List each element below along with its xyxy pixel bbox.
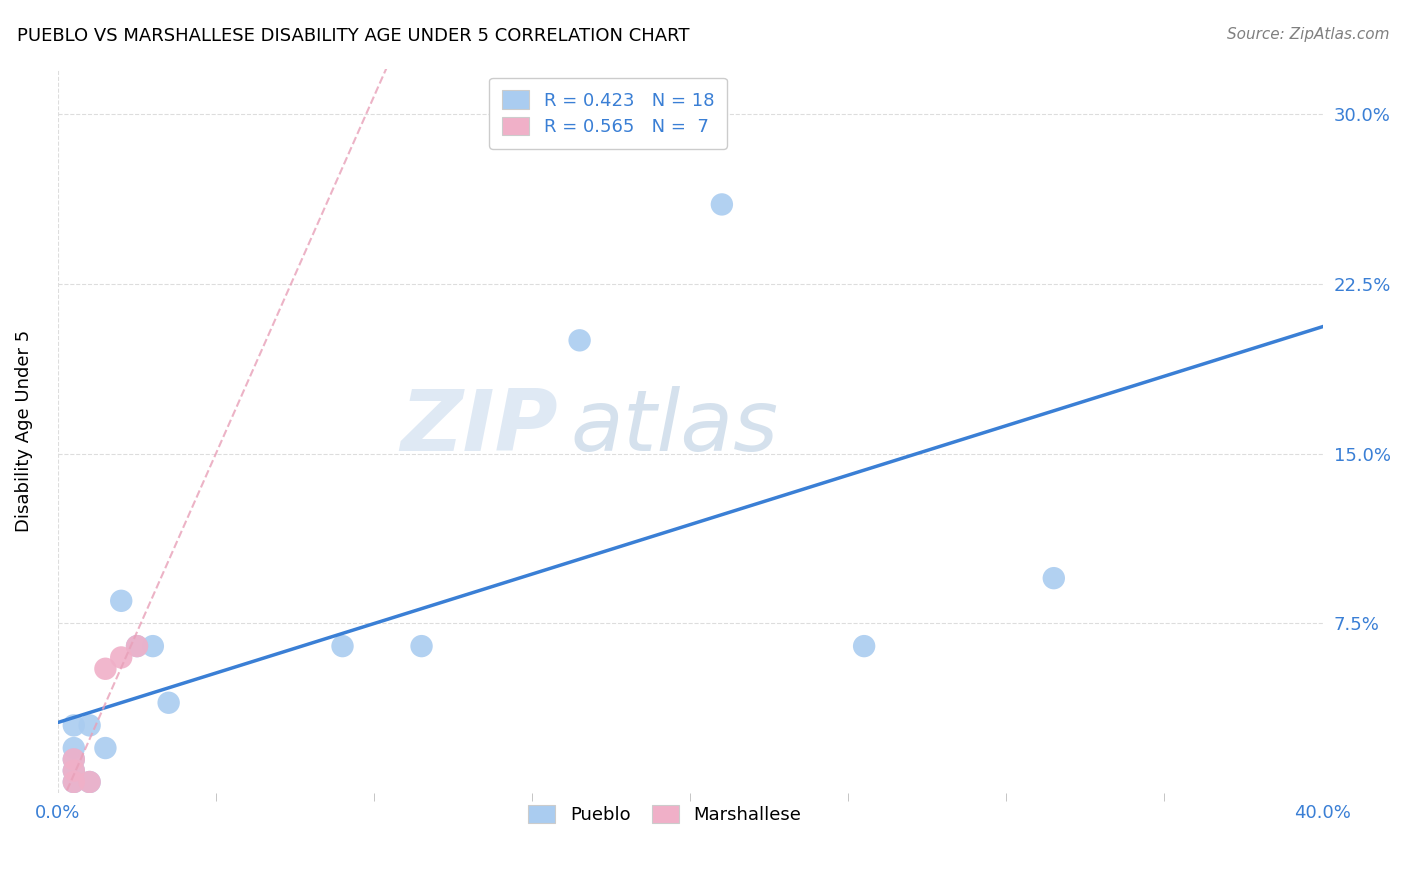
- Text: atlas: atlas: [569, 386, 778, 469]
- Point: [62, 775, 84, 789]
- Point: [62, 718, 84, 732]
- Point: [62, 764, 84, 778]
- Point: [79, 775, 101, 789]
- Point: [94, 741, 117, 756]
- Text: Source: ZipAtlas.com: Source: ZipAtlas.com: [1226, 27, 1389, 42]
- Point: [110, 650, 132, 665]
- Y-axis label: Disability Age Under 5: Disability Age Under 5: [15, 330, 32, 532]
- Point: [710, 197, 733, 211]
- Point: [125, 639, 148, 653]
- Point: [1043, 571, 1066, 585]
- Point: [157, 696, 180, 710]
- Point: [94, 662, 117, 676]
- Point: [568, 334, 591, 348]
- Text: ZIP: ZIP: [399, 386, 558, 469]
- Point: [79, 718, 101, 732]
- Point: [62, 741, 84, 756]
- Point: [62, 752, 84, 766]
- Point: [62, 764, 84, 778]
- Point: [79, 775, 101, 789]
- Text: PUEBLO VS MARSHALLESE DISABILITY AGE UNDER 5 CORRELATION CHART: PUEBLO VS MARSHALLESE DISABILITY AGE UND…: [17, 27, 689, 45]
- Point: [853, 639, 876, 653]
- Point: [62, 752, 84, 766]
- Point: [110, 594, 132, 608]
- Point: [332, 639, 354, 653]
- Point: [125, 639, 148, 653]
- Point: [411, 639, 433, 653]
- Point: [62, 775, 84, 789]
- Legend: Pueblo, Marshallese: Pueblo, Marshallese: [517, 794, 813, 835]
- Point: [142, 639, 165, 653]
